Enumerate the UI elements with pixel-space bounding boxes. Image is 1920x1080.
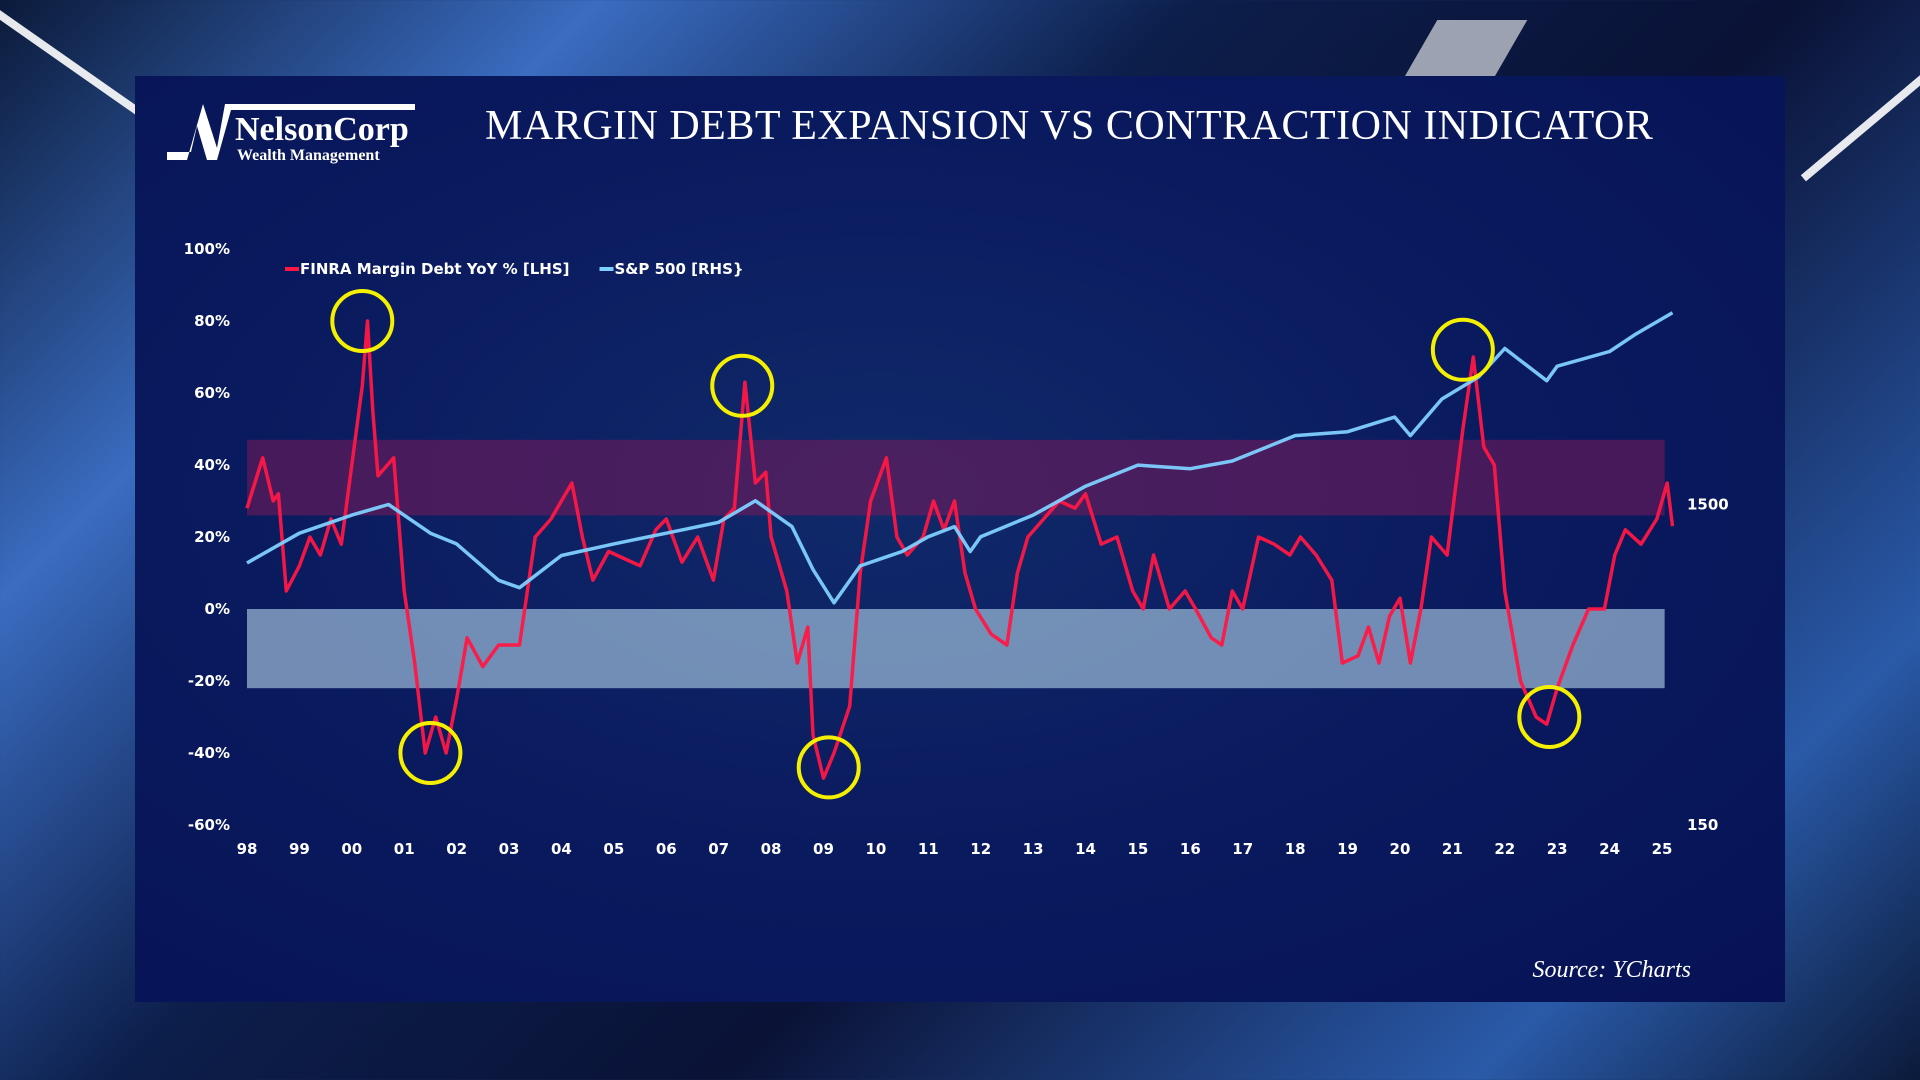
y-left-tick: -40% [188,744,230,762]
highlight-circle [1430,317,1495,382]
y-left-tick: -60% [188,816,230,834]
x-tick: 08 [761,840,782,858]
x-tick: 03 [499,840,520,858]
x-tick: 00 [341,840,362,858]
background-stripe [1402,20,1528,80]
x-tick: 04 [551,840,572,858]
x-tick: 15 [1127,840,1148,858]
x-tick: 98 [237,840,258,858]
y-right-tick: 1500 [1687,495,1729,513]
y-left-tick: 80% [194,312,230,330]
y-left-tick: 0% [205,600,230,618]
x-tick: 18 [1285,840,1306,858]
x-tick: 21 [1442,840,1463,858]
nelsoncorp-logo: NelsonCorp Wealth Management [167,104,415,164]
highlight-circle [710,353,775,418]
x-tick: 17 [1232,840,1253,858]
source-note: Source: YCharts [1532,957,1691,983]
x-tick: 05 [603,840,624,858]
legend-label: S&P 500 [RHS} [615,260,744,278]
x-tick: 01 [394,840,415,858]
svg-text:Wealth Management: Wealth Management [237,147,380,164]
y-left-tick: 40% [194,456,230,474]
x-tick: 10 [865,840,886,858]
y-left-tick: 100% [184,240,230,258]
highlight-circle [398,721,463,785]
svg-text:NelsonCorp: NelsonCorp [235,111,409,148]
y-left-tick: 60% [194,384,230,402]
y-right-tick: 150 [1687,816,1718,834]
page-title: MARGIN DEBT EXPANSION VS CONTRACTION IND… [485,103,1654,149]
highlight-circle [1517,685,1582,749]
x-tick: 09 [813,840,834,858]
x-tick: 12 [970,840,991,858]
x-tick: 19 [1337,840,1358,858]
background-stripe [1800,46,1920,182]
x-tick: 99 [289,840,310,858]
x-tick: 23 [1547,840,1568,858]
x-tick: 20 [1390,840,1411,858]
highlight-circle [330,289,395,353]
x-tick: 16 [1180,840,1201,858]
x-tick: 06 [656,840,677,858]
x-tick: 25 [1652,840,1673,858]
series-line-margin-debt [245,319,1675,780]
series-line-sp500 [246,311,1674,605]
x-tick: 13 [1023,840,1044,858]
x-tick: 14 [1075,840,1096,858]
y-left-tick: -20% [188,672,230,690]
x-tick: 07 [708,840,729,858]
x-tick: 24 [1599,840,1620,858]
highlight-circle [796,735,861,800]
chart-panel: NelsonCorp Wealth Management MARGIN DEBT… [135,76,1785,1002]
x-tick: 22 [1494,840,1515,858]
x-tick: 02 [446,840,467,858]
band-contraction [247,609,1665,689]
x-tick: 11 [918,840,939,858]
legend-label: FINRA Margin Debt YoY % [LHS] [300,260,570,278]
y-left-tick: 20% [194,528,230,546]
